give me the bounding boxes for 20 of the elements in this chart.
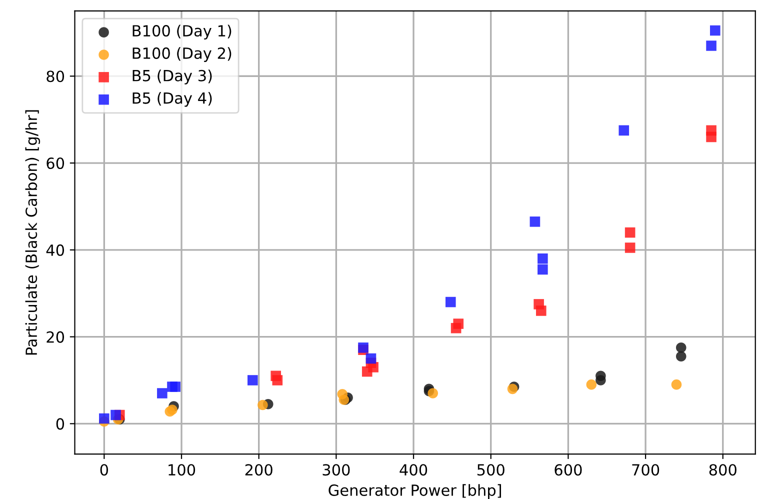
legend-label: B100 (Day 2) xyxy=(132,47,232,62)
x-tick-label: 800 xyxy=(709,464,736,476)
y-tick-label: 20 xyxy=(46,331,64,343)
x-tick-label: 100 xyxy=(168,464,196,476)
x-tick-label: 200 xyxy=(245,464,272,476)
x-tick-label: 500 xyxy=(477,464,504,476)
x-tick-label: 300 xyxy=(322,464,350,476)
x-tick-label: 700 xyxy=(632,464,660,476)
y-axis-title: Particulate (Black Carbon) [g/hr] xyxy=(25,110,40,355)
y-tick-label: 60 xyxy=(46,157,64,170)
y-tick-label: 80 xyxy=(46,70,64,82)
x-tick-label: 600 xyxy=(554,464,582,476)
x-tick-label: 0 xyxy=(100,464,108,476)
y-tick-label: 40 xyxy=(46,244,64,256)
legend-label: B5 (Day 4) xyxy=(132,92,212,107)
x-axis-title: Generator Power [bhp] xyxy=(328,484,501,499)
legend-label: B5 (Day 3) xyxy=(132,70,212,84)
y-tick-label: 0 xyxy=(56,418,64,430)
x-tick-label: 400 xyxy=(400,464,428,476)
legend-label: B100 (Day 1) xyxy=(132,24,232,40)
